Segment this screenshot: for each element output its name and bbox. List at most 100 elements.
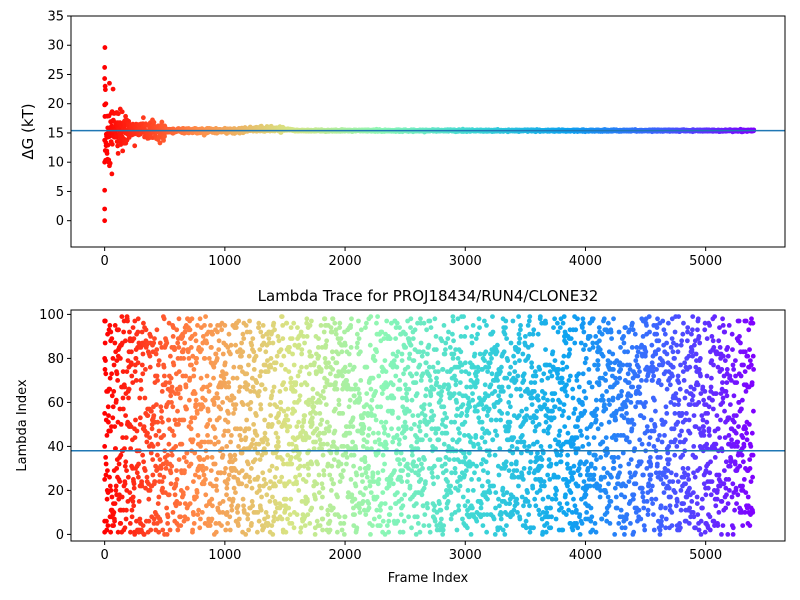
lambda-point	[407, 483, 413, 489]
lambda-point	[414, 514, 420, 520]
lambda-point	[189, 362, 194, 368]
lambda-point	[370, 375, 376, 381]
lambda-point	[441, 441, 447, 447]
lambda-point	[279, 474, 285, 480]
lambda-point	[191, 512, 196, 517]
lambda-point	[395, 518, 401, 524]
lambda-point	[369, 446, 374, 451]
lambda-point	[444, 415, 449, 421]
lambda-point	[149, 426, 155, 432]
lambda-point	[403, 345, 409, 350]
lambda-point	[440, 367, 446, 372]
lambda-point	[325, 441, 330, 447]
lambda-point	[458, 477, 463, 482]
lambda-point	[211, 364, 217, 370]
lambda-point	[232, 452, 238, 458]
lambda-point	[433, 334, 439, 339]
lambda-point	[344, 378, 350, 383]
delta-g-point	[102, 218, 108, 224]
lambda-point	[327, 518, 333, 524]
lambda-point	[288, 325, 294, 330]
lambda-point	[141, 459, 147, 465]
lambda-point	[367, 483, 373, 489]
lambda-point	[175, 527, 181, 533]
lambda-point	[316, 472, 322, 478]
lambda-point	[168, 481, 174, 487]
lambda-point	[195, 323, 200, 328]
x-tick-label: 2000	[329, 254, 362, 269]
lambda-point	[201, 481, 207, 487]
lambda-point	[302, 437, 308, 443]
lambda-point	[265, 358, 270, 363]
lambda-point	[188, 461, 194, 467]
lambda-point	[243, 323, 249, 328]
lambda-point	[396, 457, 402, 462]
lambda-point	[181, 518, 187, 524]
lambda-point	[334, 386, 340, 392]
lambda-point	[151, 413, 157, 418]
lambda-point	[317, 430, 323, 436]
lambda-point	[272, 474, 278, 480]
lambda-point	[107, 483, 113, 489]
lambda-point	[285, 452, 291, 458]
lambda-point	[263, 362, 268, 368]
lambda-point	[191, 479, 196, 484]
lambda-point	[380, 468, 386, 473]
lambda-point	[326, 428, 332, 434]
lambda-point	[292, 408, 298, 414]
lambda-point	[440, 527, 446, 533]
lambda-point	[306, 435, 312, 440]
lambda-point	[167, 353, 173, 359]
lambda-point	[404, 479, 410, 484]
lambda-point	[226, 384, 232, 390]
lambda-point	[221, 375, 227, 381]
lambda-point	[410, 413, 416, 418]
lambda-point	[357, 505, 362, 511]
lambda-point	[306, 402, 311, 407]
lambda-point	[411, 358, 417, 363]
lambda-point	[347, 362, 353, 368]
lambda-point	[320, 452, 326, 458]
lambda-point	[322, 356, 328, 361]
lambda-point	[408, 444, 414, 449]
lambda-point	[414, 391, 420, 396]
lambda-point	[216, 338, 222, 344]
lambda-point	[187, 375, 193, 381]
lambda-point	[281, 408, 287, 414]
lambda-point	[346, 369, 351, 374]
lambda-point	[327, 527, 333, 533]
lambda-point	[438, 397, 443, 403]
lambda-point	[249, 485, 255, 491]
lambda-point	[269, 393, 275, 399]
lambda-point	[350, 415, 356, 421]
lambda-point	[277, 389, 283, 394]
lambda-point	[321, 395, 327, 401]
lambda-point	[157, 340, 163, 346]
lambda-point	[222, 428, 228, 434]
lambda-point	[172, 417, 178, 423]
lambda-point	[176, 316, 182, 322]
lambda-point	[346, 351, 352, 357]
lambda-point	[118, 422, 124, 427]
lambda-point	[283, 367, 288, 372]
lambda-point	[298, 382, 304, 388]
lambda-point	[309, 415, 315, 421]
lambda-point	[122, 525, 128, 531]
lambda-point	[147, 435, 153, 440]
lambda-point	[434, 380, 440, 385]
lambda-point	[181, 417, 187, 423]
lambda-point	[128, 360, 134, 366]
lambda-point	[223, 466, 228, 471]
lambda-point	[319, 345, 325, 350]
lambda-point	[321, 468, 327, 473]
lambda-point	[213, 529, 219, 535]
lambda-point	[333, 331, 339, 337]
lambda-point	[374, 349, 380, 355]
lambda-point	[261, 525, 267, 531]
lambda-point	[264, 492, 270, 498]
lambda-point	[304, 334, 310, 339]
lambda-point	[370, 523, 375, 528]
y-tick-label: 25	[47, 68, 64, 83]
lambda-point	[189, 316, 195, 322]
lambda-point	[267, 499, 273, 504]
